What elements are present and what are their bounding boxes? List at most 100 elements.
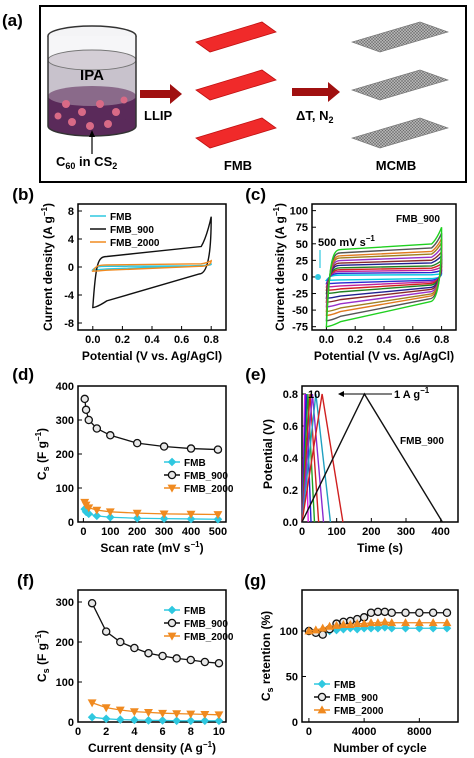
data-point	[186, 510, 196, 519]
rate-low-label: 1 A g−1	[394, 386, 430, 401]
data-point	[144, 716, 153, 725]
data-point	[380, 623, 390, 632]
x-tick-label: 400	[182, 526, 200, 538]
x-axis-label: Potential (V vs. Ag/AgCl)	[314, 349, 454, 363]
series-line	[84, 398, 218, 451]
data-point	[158, 716, 167, 725]
beaker-top-label: IPA	[80, 67, 104, 84]
x-tick-label: 0	[299, 526, 305, 538]
y-axis-label-part: )	[273, 203, 287, 207]
x-tick-label: 4000	[352, 726, 376, 738]
data-point	[129, 708, 139, 717]
data-point	[415, 623, 424, 633]
y-tick-label: -8	[64, 318, 74, 330]
data-point	[311, 625, 321, 634]
data-point	[442, 608, 452, 618]
plot-frame	[301, 589, 459, 723]
y-axis-label-part: Current density (A g	[41, 216, 55, 331]
panel-label: (f)	[17, 571, 34, 590]
y-tick-label: 8	[68, 206, 74, 218]
panel-a-label: (a)	[2, 11, 23, 30]
legend-marker	[167, 632, 177, 641]
x-tick-label: 0.0	[319, 334, 334, 346]
x-axis-label: Current density (A g−1)	[88, 740, 216, 755]
data-point	[318, 623, 328, 632]
y-axis-label-part: retention (%)	[259, 611, 273, 688]
y-axis-label-part: C	[35, 673, 49, 682]
y-tick-label: 0.0	[283, 517, 298, 529]
x-tick-label: 0.6	[174, 334, 189, 346]
y-axis-label-part: )	[35, 428, 49, 432]
x-tick-label: 8000	[407, 726, 431, 738]
data-point	[428, 618, 438, 627]
legend-label: FMB_2000	[184, 484, 234, 495]
legend-label: FMB	[110, 212, 132, 223]
x-tick-label: 0	[80, 526, 86, 538]
fmb-sheets-icon	[195, 21, 277, 149]
data-point	[304, 626, 314, 635]
legend-marker	[167, 618, 177, 628]
x-tick-label: 8	[188, 726, 194, 738]
y-tick-label: 100	[56, 677, 74, 689]
legend-marker	[167, 457, 177, 467]
data-point	[159, 514, 169, 523]
data-point	[352, 619, 362, 628]
data-point	[442, 618, 452, 627]
x-tick-label: 2	[103, 726, 109, 738]
y-axis-label-part: (F g	[35, 441, 49, 466]
x-tick-label: 300	[397, 526, 415, 538]
data-point	[359, 619, 369, 628]
x-tick-label: 0.0	[85, 334, 100, 346]
data-point	[144, 648, 153, 658]
data-point	[116, 637, 125, 647]
y-axis-label: Cs (F g−1)	[34, 630, 51, 682]
x-tick-label: 200	[128, 526, 146, 538]
y-axis-label-part: −1	[34, 431, 43, 441]
y-tick-label: 100	[280, 626, 298, 638]
y-tick-label: 50	[286, 671, 298, 683]
x-axis-label-part: −1	[190, 540, 200, 549]
legend-label: FMB	[184, 606, 206, 617]
y-axis-label-part: −1	[40, 206, 49, 216]
data-point	[115, 715, 125, 724]
data-point	[387, 623, 397, 633]
legend-label: FMB	[334, 680, 356, 691]
data-point	[144, 709, 153, 718]
y-axis-label-part: C	[259, 692, 273, 701]
y-tick-label: 50	[296, 239, 308, 251]
y-tick-label: -50	[292, 305, 308, 317]
data-point	[106, 431, 115, 440]
data-point	[332, 620, 341, 629]
arrow-right-icon	[292, 82, 340, 102]
y-tick-label: 0.8	[283, 389, 298, 401]
data-point	[132, 438, 142, 448]
data-point	[186, 444, 196, 453]
data-point	[213, 511, 223, 520]
x-axis-label: Number of cycle	[333, 741, 427, 755]
cv-curve	[91, 263, 212, 271]
series-line	[92, 716, 219, 722]
arrow1-label: LLIP	[144, 108, 172, 123]
data-point	[186, 655, 196, 665]
legend-label: FMB_900	[184, 471, 228, 482]
x-tick-label: 100	[327, 526, 345, 538]
panel-a: (a) IPA C60 in CS2	[2, 5, 467, 183]
data-point	[130, 643, 139, 653]
x-axis-label-part: Potential (V vs. Ag/AgCl)	[82, 349, 222, 363]
data-point	[373, 607, 383, 617]
x-tick-label: 0	[75, 726, 81, 738]
data-point	[214, 716, 224, 726]
data-point	[101, 714, 111, 724]
data-point	[159, 442, 169, 451]
cv-curve	[325, 226, 443, 328]
arrow-right-icon	[140, 84, 182, 104]
plot-frame	[301, 385, 459, 523]
plot-frame	[77, 589, 227, 723]
data-point	[401, 618, 410, 627]
legend-label: FMB_900	[184, 619, 228, 630]
y-tick-label: 0	[292, 717, 298, 729]
y-tick-label: 0	[302, 272, 308, 284]
rate-label-part: −1	[366, 234, 376, 243]
rate-label-part: 500 mV s	[318, 237, 366, 249]
y-axis-label: Current density (A g−1)	[40, 203, 55, 331]
